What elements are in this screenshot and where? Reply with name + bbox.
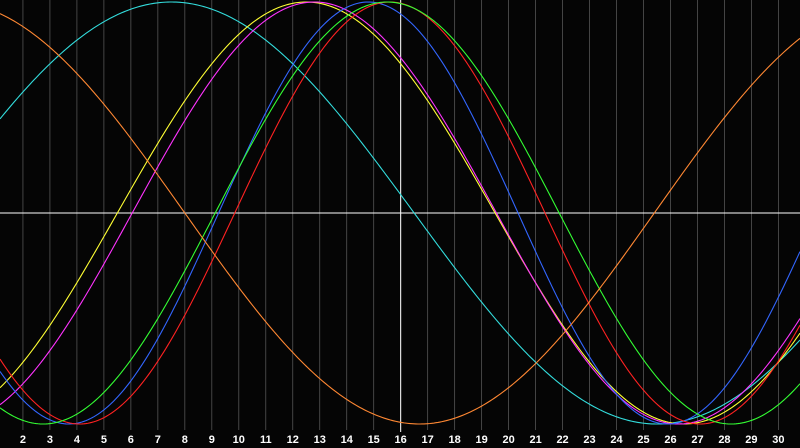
series-line-2 <box>0 1 800 425</box>
x-tick-label: 24 <box>610 434 623 446</box>
x-tick-label: 8 <box>182 434 188 446</box>
series-line-3 <box>0 1 800 425</box>
x-tick-label: 4 <box>74 434 81 446</box>
x-tick-label: 7 <box>155 434 161 446</box>
x-tick-label: 13 <box>314 434 326 446</box>
x-tick-label: 3 <box>47 434 53 446</box>
x-tick-label: 6 <box>128 434 134 446</box>
axis-lines <box>0 0 800 432</box>
x-tick-label: 9 <box>209 434 215 446</box>
series-line-7 <box>0 13 800 425</box>
x-tick-label: 26 <box>664 434 676 446</box>
x-tick-label: 27 <box>691 434 703 446</box>
x-tick-label: 2 <box>20 434 26 446</box>
x-tick-label: 5 <box>101 434 107 446</box>
x-tick-label: 25 <box>637 434 649 446</box>
x-tick-label: 15 <box>368 434 380 446</box>
x-tick-label: 14 <box>341 434 354 446</box>
x-tick-label: 22 <box>556 434 568 446</box>
x-tick-label: 10 <box>233 434 245 446</box>
grid-lines <box>22 0 779 430</box>
x-tick-label: 23 <box>583 434 595 446</box>
x-tick-label: 21 <box>529 434 541 446</box>
x-tick-labels: 2 3 4 5 6 7 8 9 10 11 12 13 14 15 16 17 18 19 20 21 22 23 24 25… <box>20 434 785 446</box>
x-tick-label: 30 <box>772 434 784 446</box>
x-tick-label: 28 <box>718 434 730 446</box>
x-tick-label: 16 <box>395 434 407 446</box>
series-lines <box>0 1 800 425</box>
series-line-4 <box>0 1 800 425</box>
x-tick-label: 11 <box>260 434 272 446</box>
x-tick-label: 29 <box>745 434 757 446</box>
x-tick-label: 17 <box>422 434 434 446</box>
series-line-6 <box>0 1 800 425</box>
x-tick-label: 12 <box>287 434 299 446</box>
x-tick-label: 19 <box>475 434 487 446</box>
x-tick-label: 20 <box>502 434 514 446</box>
x-tick-label: 18 <box>449 434 461 446</box>
